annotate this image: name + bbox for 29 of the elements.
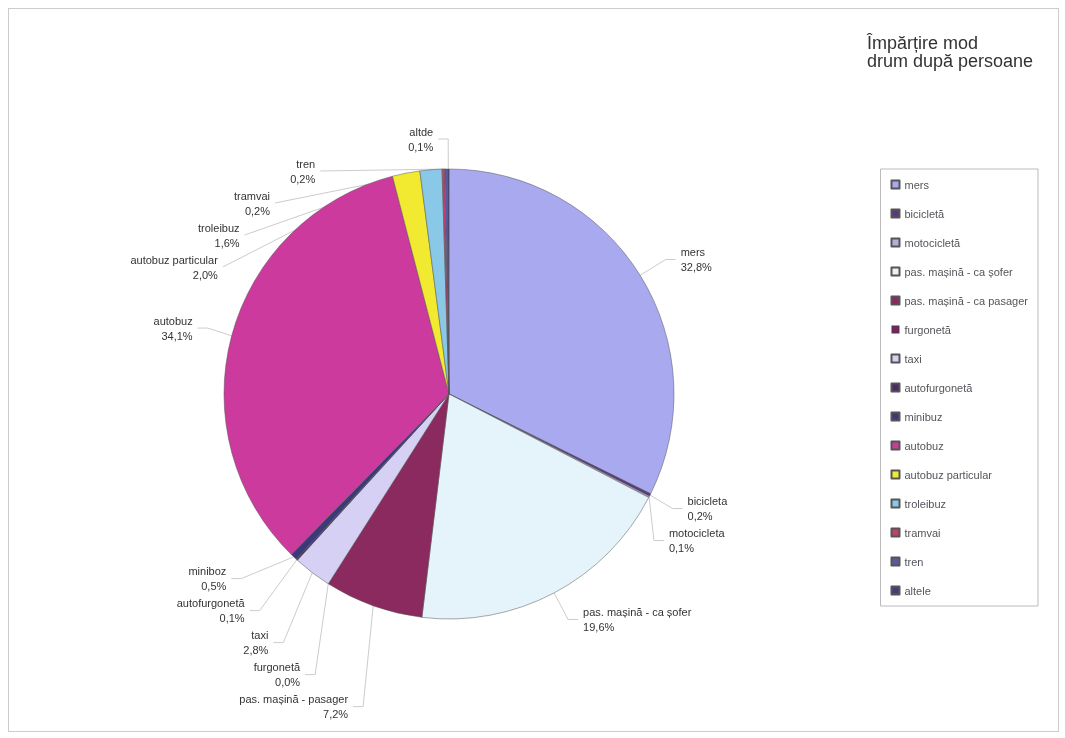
legend-label: troleibuz xyxy=(904,497,947,510)
legend-label: altele xyxy=(904,584,931,597)
data-label: motocicleta 0,1% xyxy=(668,527,726,555)
data-label: autofurgonetă 0,1% xyxy=(176,597,246,625)
legend-label: tren xyxy=(904,555,924,568)
legend-label: furgonetă xyxy=(904,323,952,336)
chart-title: Împărțire mod drum după persoane xyxy=(865,33,1034,71)
legend-label: pas. mașină - ca șofer xyxy=(904,265,1014,278)
data-label: tren 0,2% xyxy=(290,157,316,185)
data-label: bicicleta 0,2% xyxy=(687,495,729,523)
legend-label: mers xyxy=(904,178,930,191)
legend-label: autobuz particular xyxy=(904,468,993,481)
legend-label: minibuz xyxy=(904,410,943,423)
data-label: pas. mașină - ca șofer 19,6% xyxy=(583,605,692,633)
data-label: altde 0,1% xyxy=(408,125,434,153)
legend-label: taxi xyxy=(904,352,922,365)
text: furgonetă 0,0% xyxy=(253,661,301,689)
data-label: pas. mașină - pasager 7,2% xyxy=(239,693,349,721)
data-label: tramvai 0,2% xyxy=(233,189,271,217)
legend-label: tramvai xyxy=(904,526,941,539)
legend-label: autofurgonetă xyxy=(904,381,974,394)
data-label: autobuz 34,1% xyxy=(153,314,193,342)
legend-label: bicicletă xyxy=(904,207,946,220)
legend-label: autobuz xyxy=(904,439,944,452)
legend-label: motocicletă xyxy=(904,236,962,249)
data-label: mers 32,8% xyxy=(680,246,713,273)
data-label: troleibuz 1,6% xyxy=(198,221,240,249)
data-label: autobuz particular 2,0% xyxy=(130,253,219,281)
legend-label: pas. mașină - ca pasager xyxy=(904,294,1029,307)
